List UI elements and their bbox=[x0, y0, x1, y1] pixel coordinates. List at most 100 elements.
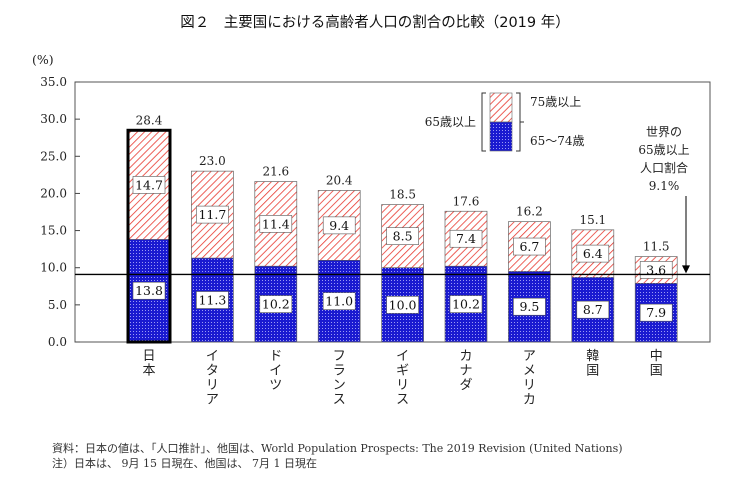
category-label: 韓 bbox=[586, 349, 599, 364]
total-label: 16.2 bbox=[516, 205, 543, 219]
category-label: ア bbox=[206, 393, 219, 408]
bar-outline-0 bbox=[126, 128, 172, 344]
chart-title: 図２ 主要国における高齢者人口の割合の比較（2019 年） bbox=[180, 13, 570, 31]
category-label: タ bbox=[206, 364, 219, 379]
y-tick-label: 30.0 bbox=[40, 112, 67, 126]
category-label: 本 bbox=[142, 364, 155, 379]
legend: 65歳以上 75歳以上 65～74歳 bbox=[425, 92, 585, 152]
segment-label-lower: 11.0 bbox=[325, 294, 353, 309]
category-label: イ bbox=[206, 349, 219, 364]
bar-outline-2 bbox=[254, 181, 298, 343]
total-label: 15.1 bbox=[579, 213, 606, 227]
segment-label-upper: 3.6 bbox=[646, 262, 666, 277]
category-label: カ bbox=[459, 349, 472, 364]
legend-group-label: 65歳以上 bbox=[425, 115, 476, 129]
reference-arrow-head bbox=[682, 265, 690, 274]
category-label: 国 bbox=[650, 364, 663, 379]
segment-label-upper: 6.4 bbox=[583, 246, 603, 261]
segment-label-lower: 10.0 bbox=[389, 297, 417, 312]
y-tick-label: 35.0 bbox=[40, 75, 67, 89]
segment-label-upper: 9.4 bbox=[329, 218, 349, 233]
legend-label-bottom: 65～74歳 bbox=[530, 134, 585, 148]
category-label: ツ bbox=[269, 378, 282, 393]
category-label: リ bbox=[396, 378, 409, 393]
category-label: ア bbox=[523, 349, 536, 364]
legend-bracket-right bbox=[516, 92, 521, 152]
plot-area: 0.0 5.0 10.0 15.0 20.0 25.0 30.0 35.0 13.8 14.7 28… bbox=[40, 75, 711, 408]
label-box bbox=[259, 215, 293, 233]
reference-note-line: 人口割合 bbox=[640, 160, 688, 175]
label-box bbox=[132, 176, 166, 194]
label-box bbox=[322, 292, 356, 310]
label-box bbox=[386, 227, 419, 245]
segment-label-lower: 11.3 bbox=[198, 293, 226, 308]
category-label: メ bbox=[523, 364, 536, 379]
category-label: 中 bbox=[650, 349, 663, 364]
reference-note-line: 9.1% bbox=[649, 179, 680, 193]
bar-outline-8 bbox=[634, 256, 678, 343]
category-label: 国 bbox=[586, 364, 599, 379]
y-tick-label: 0.0 bbox=[48, 335, 67, 349]
label-box bbox=[259, 295, 293, 313]
total-label: 23.0 bbox=[199, 154, 226, 168]
label-box bbox=[386, 296, 419, 314]
total-label: 11.5 bbox=[643, 240, 670, 254]
total-label: 20.4 bbox=[326, 173, 353, 187]
category-label: ギ bbox=[396, 364, 409, 379]
segment-label-lower: 9.5 bbox=[519, 299, 539, 314]
segment-label-upper: 11.4 bbox=[262, 216, 290, 231]
category-label: フ bbox=[333, 349, 346, 364]
category-label: イ bbox=[269, 364, 282, 379]
category-label: リ bbox=[523, 378, 536, 393]
segment-label-lower: 10.2 bbox=[452, 297, 480, 312]
legend-bracket-left bbox=[481, 92, 486, 152]
segment-label-lower: 7.9 bbox=[646, 305, 666, 320]
category-label: ド bbox=[269, 349, 282, 364]
label-box bbox=[576, 300, 610, 319]
bar-outline-5 bbox=[444, 210, 488, 343]
label-box bbox=[196, 291, 229, 309]
legend-swatch-65-74 bbox=[489, 121, 513, 152]
category-label: 日 bbox=[142, 349, 155, 364]
label-box bbox=[513, 237, 546, 256]
reference-note-line: 世界の bbox=[646, 125, 682, 139]
label-box bbox=[639, 303, 673, 322]
y-tick-label: 20.0 bbox=[40, 186, 67, 200]
legend-label-top: 75歳以上 bbox=[530, 95, 581, 109]
bar-outline-1 bbox=[191, 170, 234, 343]
label-box bbox=[513, 297, 546, 316]
segment-label-lower: 10.2 bbox=[262, 297, 290, 312]
segment-label-lower: 8.7 bbox=[583, 302, 603, 317]
segment-label-upper: 7.4 bbox=[456, 231, 476, 246]
category-label: カ bbox=[523, 393, 536, 408]
legend-swatch-75-plus bbox=[489, 92, 513, 123]
total-label: 28.4 bbox=[136, 113, 163, 127]
category-label: ス bbox=[333, 393, 346, 408]
label-box bbox=[576, 244, 610, 263]
label-box bbox=[449, 229, 483, 248]
reference-note-line: 65歳以上 bbox=[638, 143, 689, 157]
category-label: リ bbox=[206, 378, 219, 393]
label-box bbox=[322, 216, 356, 235]
category-label: ナ bbox=[459, 364, 472, 379]
segment-label-lower: 13.8 bbox=[135, 283, 163, 298]
bar-outline-7 bbox=[571, 229, 615, 343]
label-box bbox=[449, 295, 483, 313]
total-label: 21.6 bbox=[262, 165, 289, 179]
total-label: 17.6 bbox=[453, 194, 480, 208]
y-tick-label: 10.0 bbox=[40, 261, 67, 275]
segment-label-upper: 6.7 bbox=[519, 239, 539, 254]
label-box bbox=[132, 281, 166, 300]
y-tick-label: 5.0 bbox=[48, 298, 67, 312]
y-tick-label: 15.0 bbox=[40, 224, 67, 238]
bar-outline-6 bbox=[508, 221, 551, 343]
segment-label-upper: 14.7 bbox=[135, 177, 163, 192]
category-label: ラ bbox=[333, 364, 346, 379]
category-label: ン bbox=[333, 378, 346, 393]
segment-label-upper: 11.7 bbox=[198, 207, 226, 222]
category-label: ダ bbox=[459, 378, 472, 393]
y-axis-unit: (%) bbox=[32, 52, 54, 67]
bar-outline-3 bbox=[317, 190, 361, 343]
